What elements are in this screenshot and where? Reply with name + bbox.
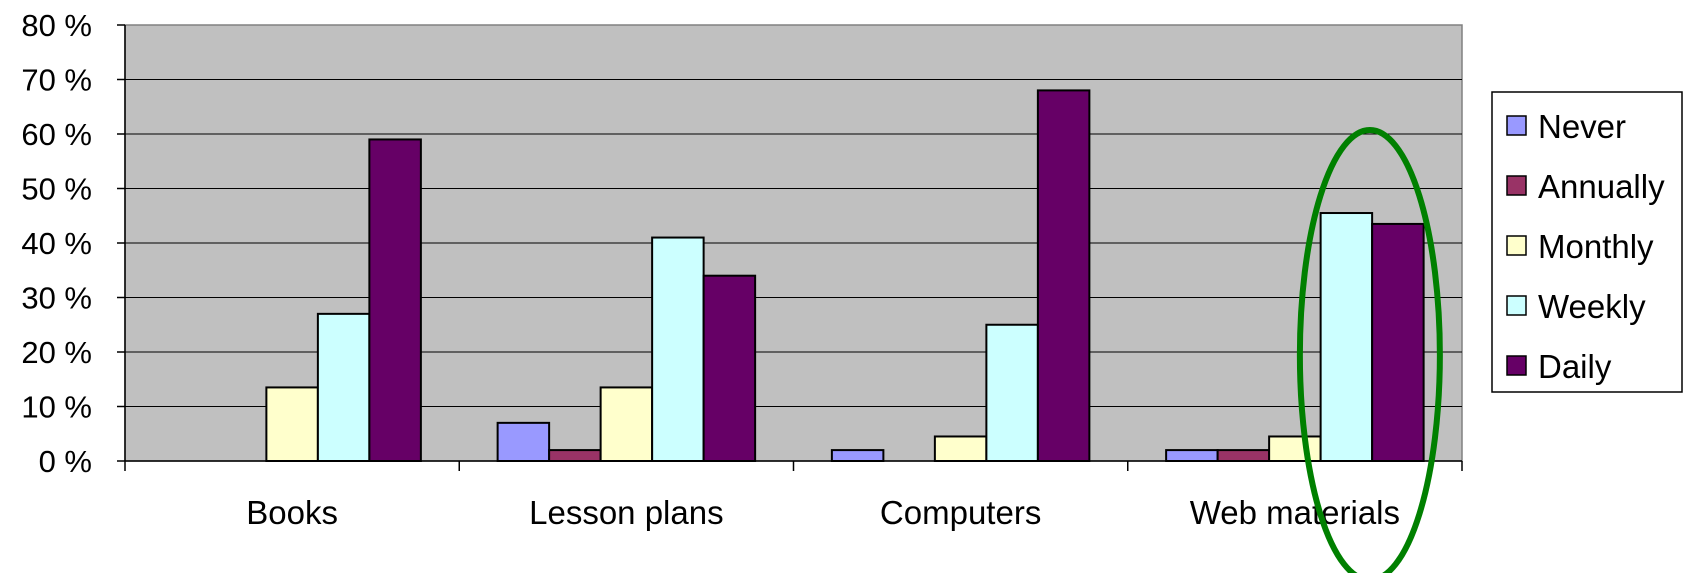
category-label: Books xyxy=(246,494,338,531)
legend-label: Monthly xyxy=(1538,228,1654,265)
legend-swatch xyxy=(1506,355,1527,376)
bar-weekly xyxy=(316,312,371,462)
bar-never xyxy=(830,449,885,463)
legend-label: Never xyxy=(1538,108,1626,145)
legend: Never Annually Monthly Weekly Daily xyxy=(1491,91,1683,393)
bar-monthly xyxy=(1268,435,1322,463)
bar-annually xyxy=(1216,449,1271,463)
bar-monthly xyxy=(265,386,319,462)
bar-daily xyxy=(1036,89,1091,463)
bar-daily xyxy=(1371,222,1425,462)
legend-label: Weekly xyxy=(1538,288,1646,325)
category-label: Lesson plans xyxy=(529,494,723,531)
bar-daily xyxy=(702,274,757,463)
bar-never xyxy=(1165,449,1219,463)
axes: 0 % 10 % 20 % 30 % 40 % 50 % 60 % 70 % 80 % Books… xyxy=(21,8,1463,531)
bar-never xyxy=(496,421,551,463)
bars xyxy=(265,89,1425,463)
bar-annually xyxy=(548,449,602,463)
y-tick-label: 70 % xyxy=(21,63,92,98)
y-tick-label: 50 % xyxy=(21,172,92,207)
legend-swatch xyxy=(1506,235,1527,256)
annotation xyxy=(1296,127,1443,573)
category-label: Web materials xyxy=(1190,494,1400,531)
y-tick-label: 0 % xyxy=(39,444,92,479)
legend-label: Daily xyxy=(1538,348,1612,385)
legend-swatch xyxy=(1506,115,1527,136)
legend-swatch xyxy=(1506,175,1527,196)
category-label: Computers xyxy=(880,494,1041,531)
y-tick-label: 80 % xyxy=(21,8,92,43)
y-tick-label: 40 % xyxy=(21,226,92,261)
bar-weekly xyxy=(1319,212,1374,462)
bar-monthly xyxy=(599,386,654,462)
bar-weekly xyxy=(985,323,1039,462)
bar-monthly xyxy=(933,435,988,463)
legend-swatch xyxy=(1506,295,1527,316)
bar-weekly xyxy=(651,236,705,462)
highlight-ellipse xyxy=(1296,127,1443,573)
y-tick-label: 10 % xyxy=(21,390,92,425)
bar-daily xyxy=(368,138,422,462)
legend-label: Annually xyxy=(1538,168,1665,205)
y-tick-label: 20 % xyxy=(21,335,92,370)
y-tick-label: 30 % xyxy=(21,281,92,316)
y-tick-label: 60 % xyxy=(21,117,92,152)
